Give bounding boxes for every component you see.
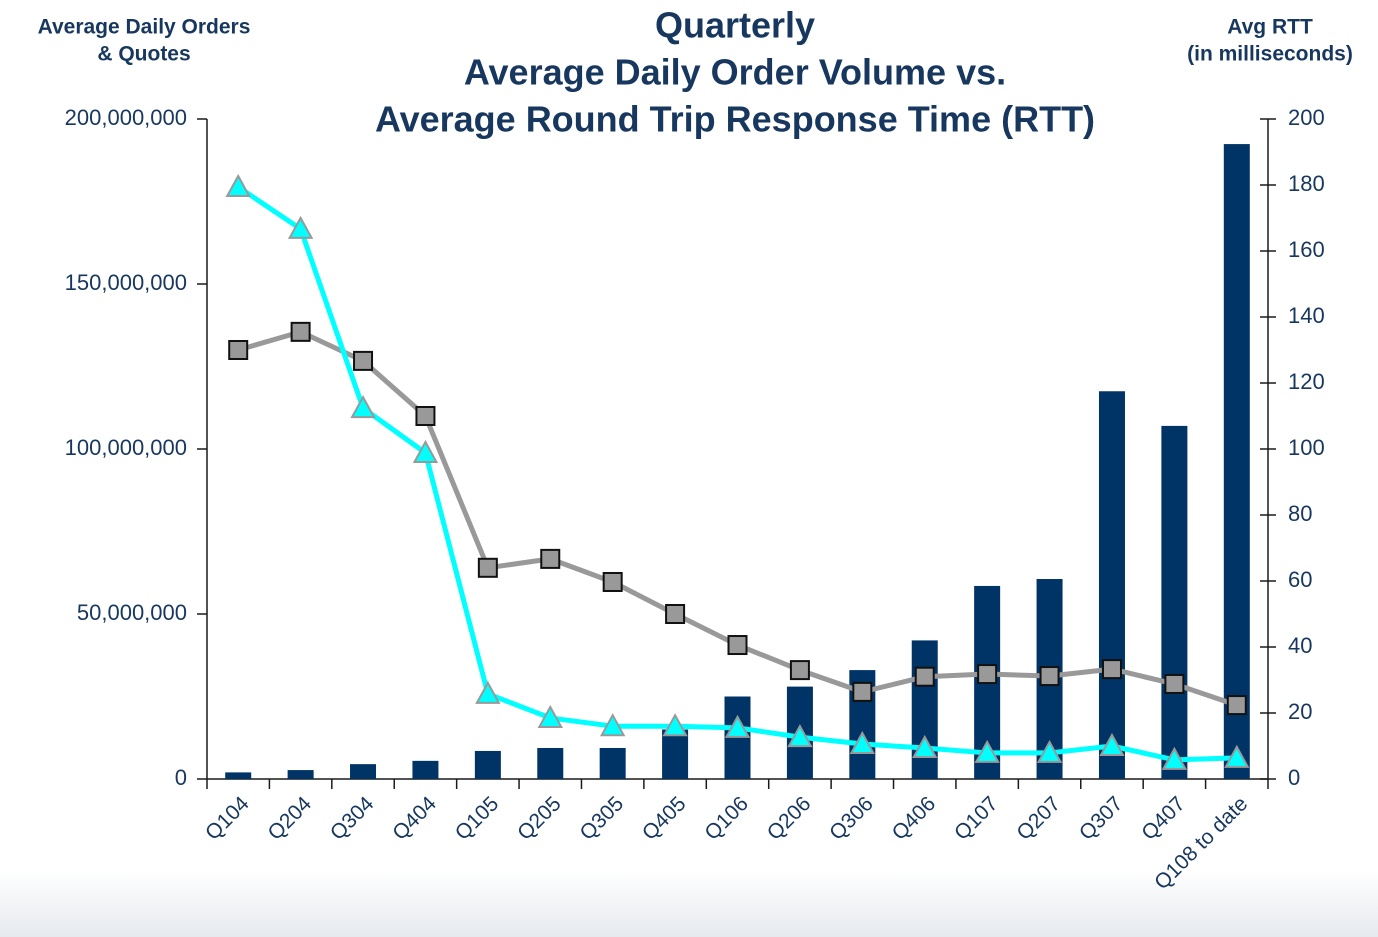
y-tick-label: 200,000,000 bbox=[65, 105, 187, 130]
footer-band bbox=[0, 870, 1378, 937]
chart-title: Average Daily Order Volume vs. bbox=[464, 52, 1006, 93]
marker bbox=[350, 395, 376, 419]
marker bbox=[852, 681, 873, 702]
y2-tick-label: 40 bbox=[1288, 633, 1312, 658]
bar bbox=[662, 729, 689, 779]
x-tick-label: Q104 bbox=[201, 792, 254, 845]
bar bbox=[474, 750, 501, 779]
marker bbox=[1036, 739, 1063, 763]
marker bbox=[727, 635, 748, 656]
marker bbox=[1101, 659, 1122, 680]
x-tick-label: Q307 bbox=[1075, 792, 1128, 845]
y-tick-label: 0 bbox=[175, 765, 187, 790]
y-axis-title: Average Daily Orders bbox=[38, 16, 251, 39]
marker bbox=[412, 439, 439, 463]
marker bbox=[849, 730, 876, 755]
x-tick-label: Q306 bbox=[825, 792, 878, 845]
y2-tick-label: 140 bbox=[1288, 303, 1325, 328]
y2-tick-label: 120 bbox=[1288, 369, 1325, 394]
marker bbox=[974, 739, 1000, 763]
x-tick-label: Q107 bbox=[950, 792, 1003, 845]
marker bbox=[1161, 746, 1188, 770]
bar bbox=[350, 764, 377, 779]
marker bbox=[537, 704, 563, 728]
marker bbox=[977, 664, 998, 685]
bar bbox=[1223, 144, 1250, 779]
y-tick-label: 100,000,000 bbox=[65, 435, 187, 460]
y2-tick-label: 20 bbox=[1288, 699, 1312, 724]
marker bbox=[914, 666, 935, 687]
y2-tick-label: 180 bbox=[1288, 171, 1325, 196]
marker bbox=[665, 604, 686, 624]
marker bbox=[290, 321, 311, 342]
y2-tick-label: 60 bbox=[1288, 567, 1312, 592]
marker bbox=[475, 680, 501, 704]
marker bbox=[1224, 744, 1250, 768]
marker bbox=[540, 548, 561, 569]
marker bbox=[724, 714, 751, 738]
x-tick-label: Q305 bbox=[576, 792, 629, 845]
bar bbox=[599, 747, 626, 779]
y2-tick-label: 0 bbox=[1288, 765, 1300, 790]
x-tick-label: Q304 bbox=[326, 792, 379, 845]
y2-axis-title: Avg RTT bbox=[1227, 16, 1313, 39]
marker bbox=[287, 215, 314, 239]
bar bbox=[412, 760, 439, 779]
x-tick-label: Q405 bbox=[638, 792, 691, 845]
bar bbox=[287, 770, 314, 779]
x-tick-label: Q404 bbox=[388, 792, 441, 845]
chart-title: Average Round Trip Response Time (RTT) bbox=[375, 99, 1095, 140]
x-tick-label: Q204 bbox=[263, 792, 316, 845]
marker bbox=[1099, 732, 1125, 756]
x-tick-label: Q406 bbox=[888, 792, 941, 845]
y2-tick-label: 160 bbox=[1288, 237, 1325, 262]
marker bbox=[789, 660, 810, 681]
marker bbox=[225, 173, 251, 197]
x-tick-label: Q105 bbox=[451, 792, 504, 845]
bar bbox=[911, 640, 938, 779]
bar bbox=[537, 747, 564, 779]
marker bbox=[787, 724, 813, 748]
y2-tick-label: 100 bbox=[1288, 435, 1325, 460]
bar bbox=[1161, 425, 1188, 779]
marker bbox=[477, 557, 498, 578]
x-tick-label: Q207 bbox=[1012, 792, 1065, 845]
x-tick-label: Q407 bbox=[1137, 792, 1190, 845]
y2-tick-label: 80 bbox=[1288, 501, 1312, 526]
marker bbox=[662, 713, 688, 737]
y2-tick-label: 200 bbox=[1288, 105, 1325, 130]
marker bbox=[1039, 666, 1060, 687]
y-axis-title: & Quotes bbox=[97, 43, 190, 66]
marker bbox=[415, 406, 436, 426]
bar bbox=[225, 772, 252, 779]
marker bbox=[912, 734, 938, 758]
x-tick-label: Q106 bbox=[700, 792, 753, 845]
y-tick-label: 50,000,000 bbox=[77, 600, 187, 625]
y2-axis-title: (in milliseconds) bbox=[1187, 43, 1353, 66]
chart-title: Quarterly bbox=[655, 5, 815, 46]
marker bbox=[1226, 695, 1247, 716]
x-tick-label: Q206 bbox=[763, 792, 816, 845]
bar bbox=[1098, 391, 1125, 779]
marker bbox=[602, 571, 623, 592]
marker bbox=[228, 340, 249, 360]
x-tick-label: Q205 bbox=[513, 792, 566, 845]
marker bbox=[1164, 673, 1185, 694]
marker bbox=[599, 713, 626, 737]
y-tick-label: 150,000,000 bbox=[65, 270, 187, 295]
marker bbox=[353, 350, 374, 371]
